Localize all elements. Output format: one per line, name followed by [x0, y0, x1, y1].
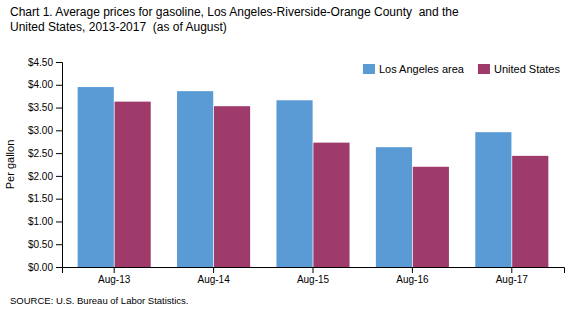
tick-mark — [313, 267, 314, 273]
bar — [475, 132, 511, 267]
tick-label: $2.00 — [28, 171, 53, 182]
x-tick: Aug-13 — [98, 267, 131, 285]
annotation: SOURCE: U.S. Bureau of Labor Statistics. — [10, 295, 188, 306]
tick-mark — [56, 267, 62, 268]
tick-label: $3.50 — [28, 102, 53, 113]
y-tick: $3.00 — [28, 125, 62, 136]
legend-item: United States — [478, 63, 561, 75]
tick-mark — [56, 176, 62, 177]
tick-mark — [114, 267, 115, 273]
bar — [413, 167, 449, 267]
tick-label: $0.50 — [28, 239, 53, 250]
bar — [115, 102, 151, 267]
x-axis: Aug-13 Aug-14 Aug-15 Aug-16 Aug-17 — [63, 267, 565, 285]
plot: $0.00 $0.50 $1.00 $1.50 $2.00 $2.50 $3.00 $3.50… — [28, 57, 565, 285]
tick-label: Aug-14 — [197, 274, 230, 285]
tick-label: $0.00 — [28, 262, 53, 273]
bar — [78, 87, 114, 267]
tick-mark — [56, 85, 62, 86]
y-tick: $0.50 — [28, 239, 62, 250]
bar — [177, 91, 213, 267]
y-tick: $4.00 — [28, 79, 62, 90]
axis-line — [63, 268, 565, 274]
tick-mark — [56, 62, 62, 63]
bars — [78, 87, 549, 267]
tick-label: $2.50 — [28, 148, 53, 159]
tick-mark — [56, 108, 62, 109]
bar — [214, 106, 250, 267]
tick-label: $3.00 — [28, 125, 53, 136]
tick-label: Aug-15 — [297, 274, 330, 285]
series — [78, 87, 512, 267]
y-tick: $1.00 — [28, 216, 62, 227]
subtitle: United States, 2013-2017 (as of August) — [10, 20, 227, 34]
y-tick: $2.50 — [28, 148, 62, 159]
tick-mark — [56, 221, 62, 222]
legend-label: United States — [494, 63, 561, 75]
y-axis-label: Per gallon — [4, 140, 16, 190]
legend-swatch — [478, 64, 490, 74]
bar — [512, 156, 548, 267]
title: Chart 1. Average prices for gasoline, Lo… — [10, 5, 459, 19]
bar — [313, 143, 349, 267]
tick-mark — [412, 267, 413, 273]
y-axis: $0.00 $0.50 $1.00 $1.50 $2.00 $2.50 $3.00 $3.50… — [28, 57, 63, 273]
series — [115, 102, 549, 267]
tick-mark — [56, 199, 62, 200]
chart: Chart 1. Average prices for gasoline, Lo… — [0, 0, 579, 309]
y-tick: $2.00 — [28, 171, 62, 182]
y-tick: $1.50 — [28, 193, 62, 204]
tick-label: Aug-16 — [396, 274, 429, 285]
legend-item: Los Angeles area — [363, 63, 465, 75]
tick-mark — [56, 244, 62, 245]
tick-label: Aug-13 — [98, 274, 131, 285]
tick-label: $4.50 — [28, 57, 53, 68]
x-tick: Aug-17 — [496, 267, 529, 285]
tick-mark — [511, 267, 512, 273]
tick-label: Aug-17 — [496, 274, 529, 285]
bar — [276, 100, 312, 267]
legend-label: Los Angeles area — [379, 63, 465, 75]
y-tick: $0.00 — [28, 262, 62, 273]
tick-mark — [213, 267, 214, 273]
axis-line — [56, 63, 63, 268]
bar — [376, 147, 412, 267]
x-tick: Aug-14 — [197, 267, 230, 285]
legend: Los Angeles area United States — [363, 63, 561, 75]
tick-label: $4.00 — [28, 79, 53, 90]
x-tick: Aug-16 — [396, 267, 429, 285]
y-tick: $3.50 — [28, 102, 62, 113]
y-tick: $4.50 — [28, 57, 62, 68]
x-tick: Aug-15 — [297, 267, 330, 285]
legend-swatch — [363, 64, 375, 74]
tick-label: $1.00 — [28, 216, 53, 227]
tick-label: $1.50 — [28, 193, 53, 204]
tick-mark — [56, 130, 62, 131]
tick-mark — [56, 153, 62, 154]
